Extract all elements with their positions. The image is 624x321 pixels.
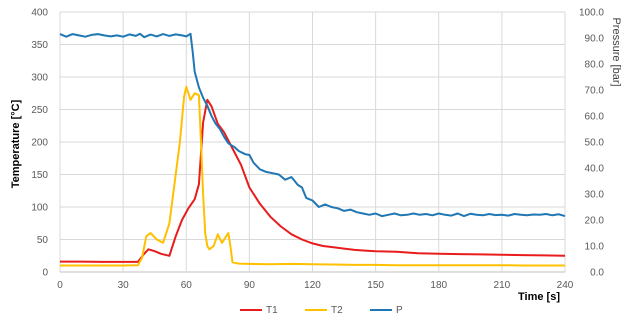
tick-labels: 0501001502002503003504000.010.020.030.04… xyxy=(31,8,604,292)
y-right-tick-label: 90.0 xyxy=(585,34,605,45)
y-right-tick-label: 60.0 xyxy=(585,112,605,123)
y-right-tick-label: 40.0 xyxy=(585,164,605,175)
y-right-tick-label: 70.0 xyxy=(585,86,605,97)
legend-label-t2: T2 xyxy=(331,305,343,316)
y-left-tick-label: 350 xyxy=(31,40,48,51)
legend-label-p: P xyxy=(396,305,403,316)
x-tick-label: 150 xyxy=(367,280,384,291)
x-tick-label: 30 xyxy=(118,280,130,291)
x-tick-label: 90 xyxy=(244,280,256,291)
y-left-tick-label: 300 xyxy=(31,73,48,84)
gridlines xyxy=(59,11,566,273)
series-line-p xyxy=(59,32,566,218)
x-tick-label: 240 xyxy=(557,280,574,291)
x-tick-label: 60 xyxy=(181,280,193,291)
y-left-tick-label: 200 xyxy=(31,138,48,149)
series-line-t1 xyxy=(60,98,566,263)
y-right-tick-label: 50.0 xyxy=(585,138,605,149)
series-lines xyxy=(59,32,566,267)
x-axis-title: Time [s] xyxy=(518,291,560,303)
x-tick-label: 0 xyxy=(57,280,63,291)
y-left-tick-label: 150 xyxy=(31,170,48,181)
y-left-tick-label: 400 xyxy=(31,8,48,19)
x-tick-label: 120 xyxy=(304,280,321,291)
y-right-tick-label: 0.0 xyxy=(590,268,604,279)
y-left-tick-label: 100 xyxy=(31,203,48,214)
y-axis-left-title: Temperature [°C] xyxy=(10,99,22,188)
y-right-tick-label: 30.0 xyxy=(585,190,605,201)
x-tick-label: 180 xyxy=(430,280,447,291)
y-right-tick-label: 10.0 xyxy=(585,242,605,253)
y-left-tick-label: 50 xyxy=(37,235,49,246)
y-right-tick-label: 20.0 xyxy=(585,216,605,227)
series-line-t2 xyxy=(60,85,565,267)
y-left-tick-label: 250 xyxy=(31,105,48,116)
y-axis-right-title: Pressure [bar] xyxy=(610,17,622,86)
y-right-tick-label: 100.0 xyxy=(579,8,604,19)
y-left-tick-label: 0 xyxy=(42,268,48,279)
legend-label-t1: T1 xyxy=(266,305,278,316)
y-right-tick-label: 80.0 xyxy=(585,60,605,71)
legend: T1 T2 P xyxy=(240,305,403,316)
x-tick-label: 210 xyxy=(494,280,511,291)
